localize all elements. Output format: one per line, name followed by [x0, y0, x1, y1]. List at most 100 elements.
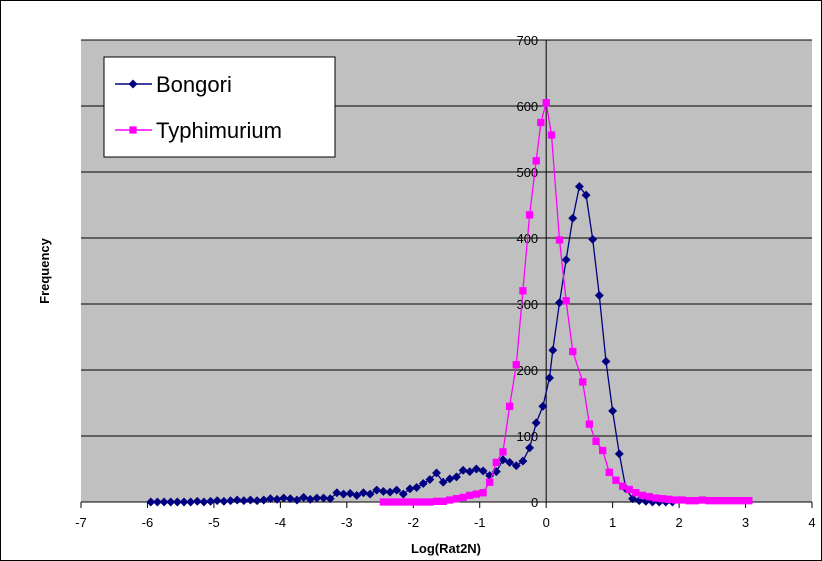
- legend-box: [103, 56, 336, 158]
- typhimurium-point: [466, 491, 474, 500]
- typhimurium-point: [562, 297, 570, 305]
- axes: 0100200300400500600700-7-6-5-4-3-2-10123…: [75, 33, 815, 530]
- x-tick-label: -6: [142, 515, 154, 530]
- typhimurium-point: [399, 498, 407, 506]
- bongori-point: [146, 497, 156, 507]
- bongori-point: [292, 495, 302, 505]
- bongori-point: [425, 475, 435, 485]
- typhimurium-point: [731, 497, 740, 505]
- x-axis-title: Log(Rat2N): [411, 541, 481, 556]
- series-bongori: [146, 181, 677, 507]
- bongori-point: [594, 290, 604, 300]
- series-layer: [146, 99, 753, 507]
- typhimurium-point: [645, 493, 653, 501]
- typhimurium-point: [499, 448, 507, 456]
- x-tick-label: -2: [407, 515, 419, 530]
- bongori-point: [628, 494, 638, 504]
- typhimurium-point: [386, 498, 394, 506]
- typhimurium-point: [542, 99, 550, 107]
- bongori-point: [561, 255, 571, 265]
- bongori-point: [206, 496, 216, 506]
- typhimurium-point: [711, 497, 720, 505]
- bongori-point: [465, 467, 475, 477]
- typhimurium-point: [452, 495, 461, 503]
- bongori-point: [358, 488, 368, 498]
- typhimurium-point: [745, 497, 753, 505]
- typhimurium-point: [459, 493, 467, 502]
- x-tick-label: -4: [275, 515, 287, 530]
- typhimurium-point: [393, 498, 401, 506]
- typhimurium-point: [412, 498, 421, 506]
- bongori-point: [265, 494, 275, 504]
- bongori-point: [285, 494, 295, 504]
- bongori-point: [166, 497, 176, 507]
- typhimurium-point: [638, 491, 647, 500]
- bongori-point: [319, 493, 329, 503]
- x-tick-label: -7: [75, 515, 87, 530]
- typhimurium-point: [439, 497, 447, 505]
- x-tick-label: 1: [609, 515, 616, 530]
- bongori-point: [614, 449, 624, 459]
- typhimurium-point: [672, 496, 680, 504]
- typhimurium-point: [725, 497, 733, 505]
- bongori-point: [212, 496, 222, 506]
- bongori-point: [179, 497, 189, 507]
- y-tick-label: 500: [516, 165, 538, 180]
- typhimurium-point: [698, 496, 707, 504]
- bongori-point: [412, 482, 422, 493]
- typhimurium-point: [738, 497, 746, 505]
- typhimurium-point: [446, 496, 454, 504]
- typhimurium-point: [519, 287, 527, 295]
- typhimurium-point: [486, 478, 494, 486]
- x-tick-label: -5: [208, 515, 220, 530]
- bongori-point: [498, 455, 508, 465]
- typhimurium-point: [547, 131, 556, 139]
- bongori-point: [554, 298, 565, 308]
- bongori-point: [152, 497, 162, 507]
- typhimurium-point: [585, 420, 594, 428]
- bongori-point: [332, 488, 342, 498]
- bongori-point: [568, 213, 578, 223]
- bongori-point: [172, 497, 182, 507]
- bongori-point: [312, 493, 322, 503]
- bongori-point: [601, 356, 611, 366]
- typhimurium-point: [605, 468, 613, 476]
- typhimurium-point: [658, 495, 667, 503]
- typhimurium-point: [569, 347, 577, 356]
- bongori-point: [451, 472, 462, 482]
- legend-marker: [128, 79, 138, 89]
- bongori-point: [219, 496, 229, 506]
- legend: Bongori Typhimurium: [103, 56, 336, 158]
- y-tick-label: 300: [516, 297, 538, 312]
- x-tick-label: 4: [808, 515, 815, 530]
- typhimurium-point: [705, 497, 713, 505]
- y-tick-label: 600: [516, 99, 538, 114]
- bongori-point: [431, 468, 442, 478]
- bongori-point: [378, 486, 388, 496]
- y-tick-label: 100: [516, 429, 538, 444]
- bongori-point: [538, 401, 548, 411]
- legend-marker: [129, 126, 137, 134]
- bongori-point: [418, 478, 428, 489]
- typhimurium-point: [632, 489, 640, 497]
- bongori-point: [352, 490, 362, 500]
- typhimurium-point: [406, 498, 414, 506]
- bongori-point: [398, 489, 408, 499]
- typhimurium-point: [505, 402, 514, 410]
- bongori-point: [345, 488, 355, 498]
- bongori-point: [392, 485, 402, 495]
- x-tick-label: -1: [474, 515, 486, 530]
- typhimurium-point: [512, 361, 520, 369]
- bongori-point: [199, 497, 209, 507]
- x-tick-label: -3: [341, 515, 353, 530]
- typhimurium-point: [612, 476, 620, 484]
- typhimurium-point: [678, 496, 687, 504]
- typhimurium-point: [665, 495, 673, 504]
- typhimurium-point: [426, 498, 434, 506]
- bongori-point: [478, 466, 488, 476]
- typhimurium-point: [579, 378, 587, 386]
- bongori-point: [186, 497, 196, 507]
- typhimurium-point: [618, 482, 627, 490]
- typhimurium-point: [652, 494, 660, 502]
- bongori-point: [232, 495, 242, 505]
